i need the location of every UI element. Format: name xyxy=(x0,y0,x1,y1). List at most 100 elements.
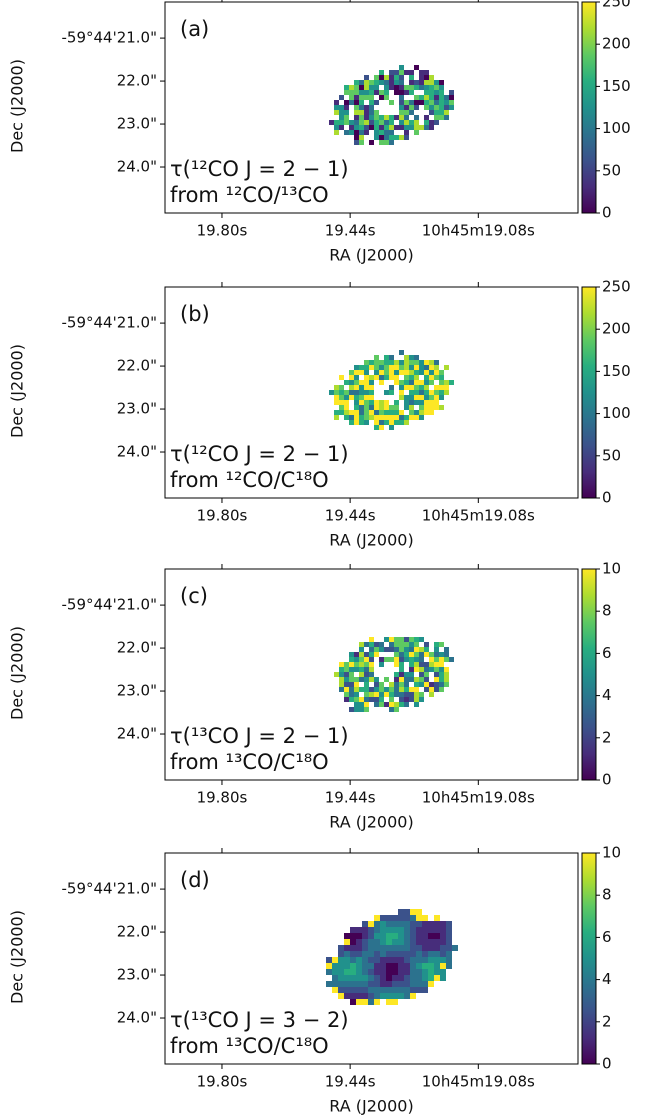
map-pixel xyxy=(389,390,394,395)
map-pixel xyxy=(369,637,374,642)
map-pixel xyxy=(359,125,364,130)
map-pixel xyxy=(359,140,364,145)
map-pixel xyxy=(434,90,439,95)
map-pixel xyxy=(410,963,416,969)
annotation: τ(¹³CO J = 3 − 2) xyxy=(170,1008,349,1032)
map-pixel xyxy=(384,420,389,425)
map-pixel xyxy=(399,642,404,647)
map-pixel xyxy=(419,380,424,385)
map-pixel xyxy=(379,125,384,130)
map-pixel xyxy=(399,662,404,667)
map-pixel xyxy=(368,999,374,1005)
map-pixel xyxy=(380,957,386,963)
map-pixel xyxy=(369,140,374,145)
map-pixel xyxy=(414,100,419,105)
map-pixel xyxy=(398,957,404,963)
map-pixel xyxy=(409,385,414,390)
x-tick-label: 10h45m19.08s xyxy=(422,789,535,807)
map-pixel xyxy=(419,85,424,90)
map-pixel xyxy=(380,939,386,945)
map-pixel xyxy=(394,125,399,130)
map-pixel xyxy=(394,642,399,647)
map-pixel xyxy=(434,927,440,933)
map-pixel xyxy=(364,395,369,400)
map-pixel xyxy=(384,135,389,140)
map-pixel xyxy=(398,963,404,969)
map-pixel xyxy=(429,370,434,375)
map-pixel xyxy=(374,993,380,999)
map-pixel xyxy=(399,85,404,90)
map-pixel xyxy=(394,662,399,667)
map-pixel xyxy=(409,70,414,75)
map-pixel xyxy=(374,115,379,120)
map-pixel xyxy=(350,969,356,975)
map-pixel xyxy=(409,395,414,400)
map-pixel xyxy=(349,697,354,702)
map-pixel xyxy=(409,652,414,657)
map-pixel xyxy=(384,687,389,692)
map-pixel xyxy=(409,405,414,410)
map-pixel xyxy=(399,415,404,420)
map-pixel xyxy=(404,370,409,375)
map-pixel xyxy=(414,642,419,647)
map-pixel xyxy=(399,657,404,662)
map-pixel xyxy=(354,667,359,672)
map-pixel xyxy=(424,400,429,405)
map-pixel xyxy=(414,647,419,652)
map-pixel xyxy=(374,420,379,425)
map-pixel xyxy=(392,993,398,999)
map-pixel xyxy=(339,395,344,400)
map-pixel xyxy=(434,677,439,682)
map-pixel xyxy=(369,400,374,405)
map-pixel xyxy=(364,667,369,672)
map-pixel xyxy=(374,951,380,957)
map-pixel xyxy=(419,125,424,130)
map-pixel xyxy=(380,963,386,969)
map-pixel xyxy=(404,677,409,682)
map-pixel xyxy=(334,130,339,135)
map-pixel xyxy=(444,365,449,370)
map-pixel xyxy=(394,135,399,140)
map-pixel xyxy=(389,365,394,370)
map-pixel xyxy=(392,975,398,981)
map-pixel xyxy=(362,975,368,981)
map-pixel xyxy=(380,927,386,933)
map-pixel xyxy=(444,682,449,687)
map-pixel xyxy=(404,385,409,390)
map-pixel xyxy=(414,657,419,662)
map-pixel xyxy=(386,993,392,999)
map-pixel xyxy=(404,652,409,657)
map-pixel xyxy=(362,945,368,951)
colorbar-tick-label: 50 xyxy=(602,446,621,464)
map-pixel xyxy=(384,405,389,410)
map-pixel xyxy=(409,105,414,110)
map-pixel xyxy=(449,105,454,110)
map-pixel xyxy=(416,987,422,993)
axes-frame xyxy=(164,1,579,214)
map-pixel xyxy=(429,100,434,105)
map-pixel xyxy=(424,125,429,130)
map-pixel xyxy=(398,927,404,933)
map-pixel xyxy=(344,672,349,677)
map-pixel xyxy=(332,957,338,963)
map-pixel xyxy=(339,390,344,395)
map-pixel xyxy=(379,140,384,145)
map-pixel xyxy=(404,692,409,697)
y-tick-label: 22.0" xyxy=(117,357,157,375)
map-pixel xyxy=(434,951,440,957)
map-pixel xyxy=(439,667,444,672)
map-pixel xyxy=(368,945,374,951)
map-pixel xyxy=(344,945,350,951)
map-pixel xyxy=(394,70,399,75)
map-pixel xyxy=(359,677,364,682)
map-pixel xyxy=(424,677,429,682)
map-pixel xyxy=(349,370,354,375)
map-pixel xyxy=(392,939,398,945)
map-pixel xyxy=(404,672,409,677)
map-pixel xyxy=(356,951,362,957)
map-pixel xyxy=(429,375,434,380)
map-pixel xyxy=(399,667,404,672)
map-pixel xyxy=(404,400,409,405)
map-pixel xyxy=(364,677,369,682)
map-pixel xyxy=(416,927,422,933)
